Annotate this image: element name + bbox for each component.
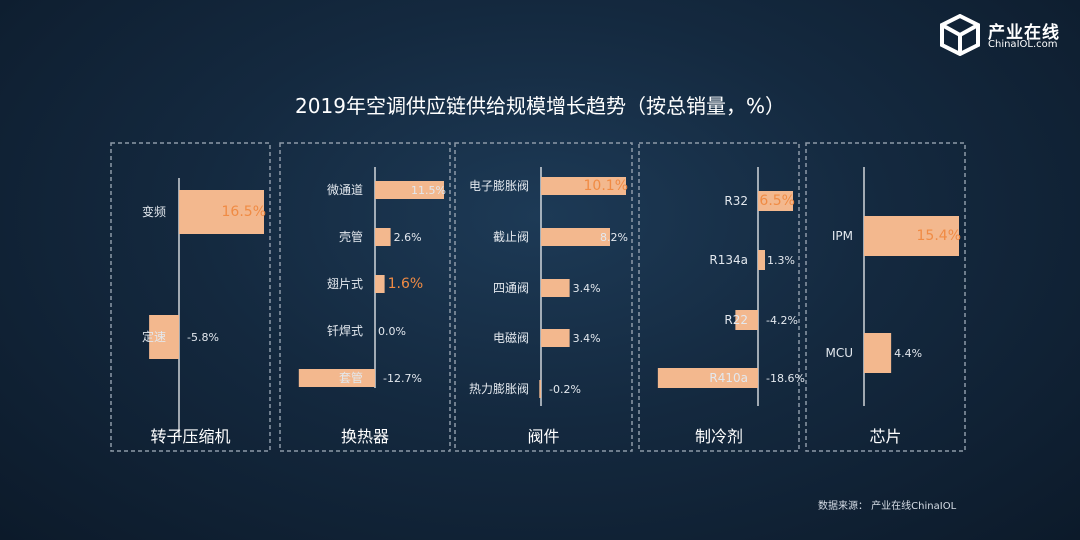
- category-label: 微通道: [327, 183, 363, 197]
- bar: [735, 310, 758, 330]
- category-label: 翅片式: [327, 276, 363, 291]
- panel-title: 阀件: [527, 427, 559, 446]
- bar: [375, 275, 385, 293]
- panel-4: R32 6.5% R134a 1.3% R22 -4.2% R410a -18.6% 制冷剂: [638, 142, 805, 452]
- panel-border: [638, 142, 800, 452]
- bar: [541, 279, 570, 297]
- value-label: -5.8%: [187, 331, 219, 344]
- bar: [541, 228, 611, 246]
- category-label: 套管: [339, 370, 363, 385]
- value-label: -18.6%: [766, 372, 805, 385]
- value-label: 16.5%: [222, 204, 266, 220]
- bar: [758, 191, 793, 211]
- category-label: 四通阀: [493, 281, 529, 295]
- value-label: -4.2%: [766, 314, 798, 327]
- category-label: 电磁阀: [493, 330, 529, 345]
- value-label: 11.5%: [411, 184, 446, 197]
- bar: [864, 333, 892, 373]
- value-label: -12.7%: [383, 372, 422, 385]
- value-label: 1.6%: [388, 276, 424, 292]
- category-label: R22: [724, 313, 748, 327]
- category-label: 壳管: [339, 229, 363, 244]
- bar: [657, 368, 758, 388]
- value-label: 8.2%: [600, 231, 628, 244]
- category-label: MCU: [825, 346, 853, 360]
- value-label: 10.1%: [584, 178, 628, 194]
- value-label: 0.0%: [378, 325, 406, 338]
- logo-sub-text: ChinaIOL.com: [988, 39, 1058, 50]
- bar: [541, 329, 570, 347]
- value-label: 1.3%: [767, 254, 795, 267]
- panel-2: 微通道 11.5% 壳管 2.6% 翅片式 1.6% 钎焊式 0.0% 套管 -12.7% 换热器: [279, 142, 451, 452]
- logo: 产业在线 ChinaIOL.com: [938, 14, 1068, 58]
- bar: [864, 216, 959, 256]
- category-label: R32: [724, 194, 748, 208]
- chart-title: 2019年空调供应链供给规模增长趋势（按总销量，%）: [295, 94, 785, 118]
- value-label: 15.4%: [917, 228, 961, 244]
- value-label: 2.6%: [394, 231, 422, 244]
- panel-border: [279, 142, 451, 452]
- category-label: R134a: [709, 253, 748, 267]
- value-label: 6.5%: [759, 193, 795, 209]
- panel-border: [805, 142, 966, 452]
- panel-5: IPM 15.4% MCU 4.4% 芯片: [805, 142, 966, 452]
- bar: [179, 190, 264, 234]
- panel-border: [110, 142, 271, 452]
- bar: [375, 228, 391, 246]
- value-label: 3.4%: [573, 282, 601, 295]
- panel-3: 电子膨胀阀 10.1% 截止阀 8.2% 四通阀 3.4% 电磁阀 3.4% 热力膨胀阀 -0.2…: [454, 142, 633, 452]
- value-label: 3.4%: [573, 332, 601, 345]
- source-note: 数据来源： 产业在线ChinaIOL: [818, 501, 957, 512]
- category-label: 热力膨胀阀: [469, 382, 529, 396]
- category-label: R410a: [709, 371, 748, 385]
- panel-title: 制冷剂: [695, 427, 743, 446]
- category-label: 截止阀: [493, 230, 529, 244]
- category-label: 电子膨胀阀: [469, 179, 529, 193]
- bar: [539, 380, 541, 398]
- panel-1: 变频 16.5% 定速 -5.8% 转子压缩机: [110, 142, 271, 452]
- panel-border: [454, 142, 633, 452]
- bar: [375, 181, 444, 199]
- bar: [541, 177, 626, 195]
- bar: [298, 369, 375, 387]
- panel-title: 芯片: [869, 427, 901, 446]
- logo-brand-text: 产业在线: [988, 23, 1060, 43]
- panel-title: 换热器: [341, 427, 389, 446]
- category-label: 钎焊式: [327, 323, 363, 338]
- bar: [149, 315, 179, 359]
- category-label: 变频: [142, 204, 166, 219]
- category-label: 定速: [142, 329, 166, 344]
- bar: [758, 250, 765, 270]
- value-label: -0.2%: [549, 383, 581, 396]
- category-label: IPM: [832, 229, 853, 243]
- panel-title: 转子压缩机: [150, 427, 230, 446]
- value-label: 4.4%: [894, 347, 922, 360]
- cube-logo-icon: [940, 14, 980, 56]
